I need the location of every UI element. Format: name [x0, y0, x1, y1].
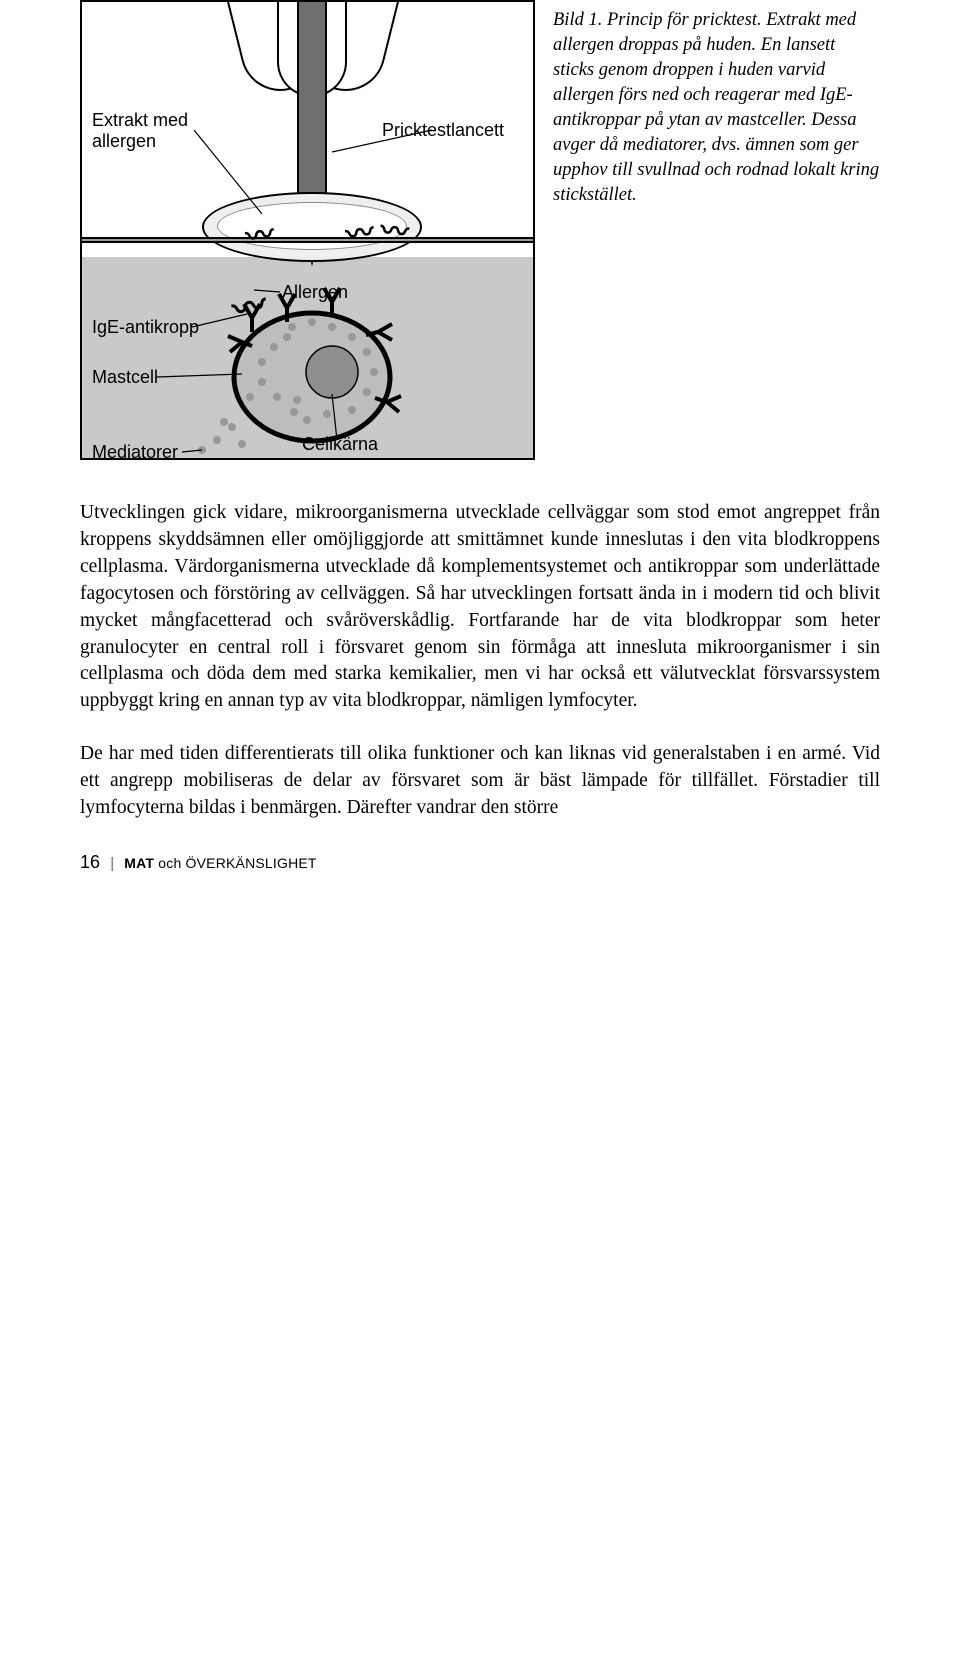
body-paragraph-1: Utvecklingen gick vidare, mikroorganisme…	[80, 500, 880, 715]
mastcell-svg	[82, 2, 535, 460]
figure-caption: Bild 1. Princip för pricktest. Extrakt m…	[553, 8, 880, 208]
label-allergen: Allergen	[282, 282, 348, 303]
footer-source-bold: MAT	[124, 855, 154, 871]
label-mediatorer: Mediatorer	[92, 442, 178, 460]
page-footer: 16 | MAT och ÖVERKÄNSLIGHET	[80, 852, 880, 873]
figure-and-caption-row: 〰 〰 〰 〰	[80, 0, 880, 460]
label-mastcell: Mastcell	[92, 367, 158, 388]
label-ige-antikropp: IgE-antikropp	[92, 317, 199, 338]
body-paragraph-2: De har med tiden differentierats till ol…	[80, 741, 880, 822]
caption-column: Bild 1. Princip för pricktest. Extrakt m…	[553, 0, 880, 460]
page-number: 16	[80, 852, 100, 872]
figure-pricktest: 〰 〰 〰 〰	[80, 0, 535, 460]
footer-source-rest: och ÖVERKÄNSLIGHET	[154, 855, 317, 871]
label-pricktestlancett: Pricktestlancett	[382, 120, 504, 141]
label-cellkarna: Cellkärna	[302, 434, 378, 455]
label-extrakt: Extrakt med allergen	[92, 110, 188, 151]
